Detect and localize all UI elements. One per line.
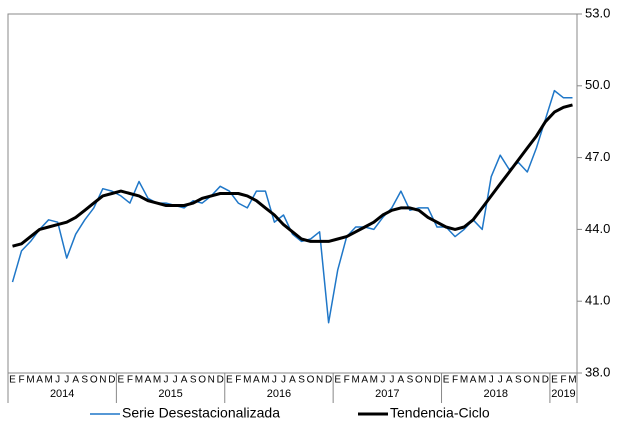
year-label: 2017 bbox=[375, 388, 399, 400]
y-tick-label: 53.0 bbox=[585, 5, 610, 20]
x-tick-label: F bbox=[127, 375, 133, 386]
y-tick-label: 47.0 bbox=[585, 149, 610, 164]
x-tick-label: M bbox=[478, 375, 486, 386]
x-tick-label: F bbox=[344, 375, 350, 386]
year-label: 2019 bbox=[551, 388, 575, 400]
x-tick-label: E bbox=[443, 375, 450, 386]
x-tick-label: D bbox=[433, 375, 440, 386]
plot-border bbox=[7, 13, 578, 374]
x-tick-label: S bbox=[298, 375, 305, 386]
x-tick-label: E bbox=[226, 375, 233, 386]
x-tick-label: A bbox=[506, 375, 513, 386]
x-tick-label: M bbox=[243, 375, 251, 386]
x-tick-label: J bbox=[489, 375, 494, 386]
x-tick-label: J bbox=[173, 375, 178, 386]
year-label: 2018 bbox=[483, 388, 507, 400]
x-tick-label: S bbox=[515, 375, 522, 386]
year-label: 2014 bbox=[50, 388, 74, 400]
x-tick-label: F bbox=[452, 375, 458, 386]
x-tick-label: D bbox=[108, 375, 115, 386]
x-tick-label: N bbox=[424, 375, 431, 386]
year-label: 2016 bbox=[267, 388, 291, 400]
x-tick-label: J bbox=[498, 375, 503, 386]
x-tick-label: E bbox=[334, 375, 341, 386]
x-tick-label: M bbox=[26, 375, 34, 386]
y-tick-label: 38.0 bbox=[585, 364, 610, 379]
x-tick-label: M bbox=[153, 375, 161, 386]
legend-label: Serie Desestacionalizada bbox=[122, 405, 280, 421]
x-tick-label: F bbox=[18, 375, 24, 386]
x-tick-label: N bbox=[533, 375, 540, 386]
x-tick-label: N bbox=[99, 375, 106, 386]
y-tick-label: 50.0 bbox=[585, 77, 610, 92]
x-tick-label: N bbox=[316, 375, 323, 386]
x-tick-label: D bbox=[325, 375, 332, 386]
x-tick-label: S bbox=[407, 375, 414, 386]
x-tick-label: F bbox=[560, 375, 566, 386]
x-tick-label: A bbox=[181, 375, 188, 386]
x-tick-label: A bbox=[253, 375, 260, 386]
x-tick-label: N bbox=[208, 375, 215, 386]
x-tick-label: S bbox=[81, 375, 88, 386]
year-label: 2015 bbox=[158, 388, 182, 400]
x-tick-label: S bbox=[190, 375, 197, 386]
x-tick-label: O bbox=[307, 375, 315, 386]
x-tick-label: J bbox=[272, 375, 277, 386]
x-tick-label: O bbox=[415, 375, 423, 386]
y-tick-label: 44.0 bbox=[585, 221, 610, 236]
x-tick-label: A bbox=[72, 375, 79, 386]
x-tick-label: M bbox=[261, 375, 269, 386]
series-line bbox=[12, 103, 573, 248]
series-line bbox=[11, 89, 573, 324]
x-tick-label: A bbox=[398, 375, 405, 386]
x-tick-label: A bbox=[361, 375, 368, 386]
x-tick-label: M bbox=[352, 375, 360, 386]
x-tick-label: A bbox=[289, 375, 296, 386]
x-tick-label: M bbox=[460, 375, 468, 386]
y-tick-label: 41.0 bbox=[585, 293, 610, 308]
x-tick-label: E bbox=[9, 375, 16, 386]
x-tick-label: D bbox=[217, 375, 224, 386]
x-tick-label: D bbox=[542, 375, 549, 386]
x-tick-label: O bbox=[198, 375, 206, 386]
legend-label: Tendencia-Ciclo bbox=[390, 405, 490, 421]
x-tick-label: E bbox=[551, 375, 558, 386]
x-tick-label: F bbox=[235, 375, 241, 386]
x-tick-label: J bbox=[64, 375, 69, 386]
x-tick-label: A bbox=[470, 375, 477, 386]
x-tick-label: J bbox=[389, 375, 394, 386]
x-tick-label: E bbox=[118, 375, 125, 386]
x-tick-label: J bbox=[164, 375, 169, 386]
x-tick-label: A bbox=[145, 375, 152, 386]
x-tick-label: A bbox=[36, 375, 43, 386]
x-tick-label: M bbox=[44, 375, 52, 386]
x-tick-label: J bbox=[380, 375, 385, 386]
x-tick-label: J bbox=[55, 375, 60, 386]
x-tick-label: M bbox=[135, 375, 143, 386]
x-tick-label: O bbox=[90, 375, 98, 386]
x-tick-label: J bbox=[281, 375, 286, 386]
x-tick-label: O bbox=[523, 375, 531, 386]
x-tick-label: M bbox=[370, 375, 378, 386]
x-tick-label: M bbox=[568, 375, 576, 386]
